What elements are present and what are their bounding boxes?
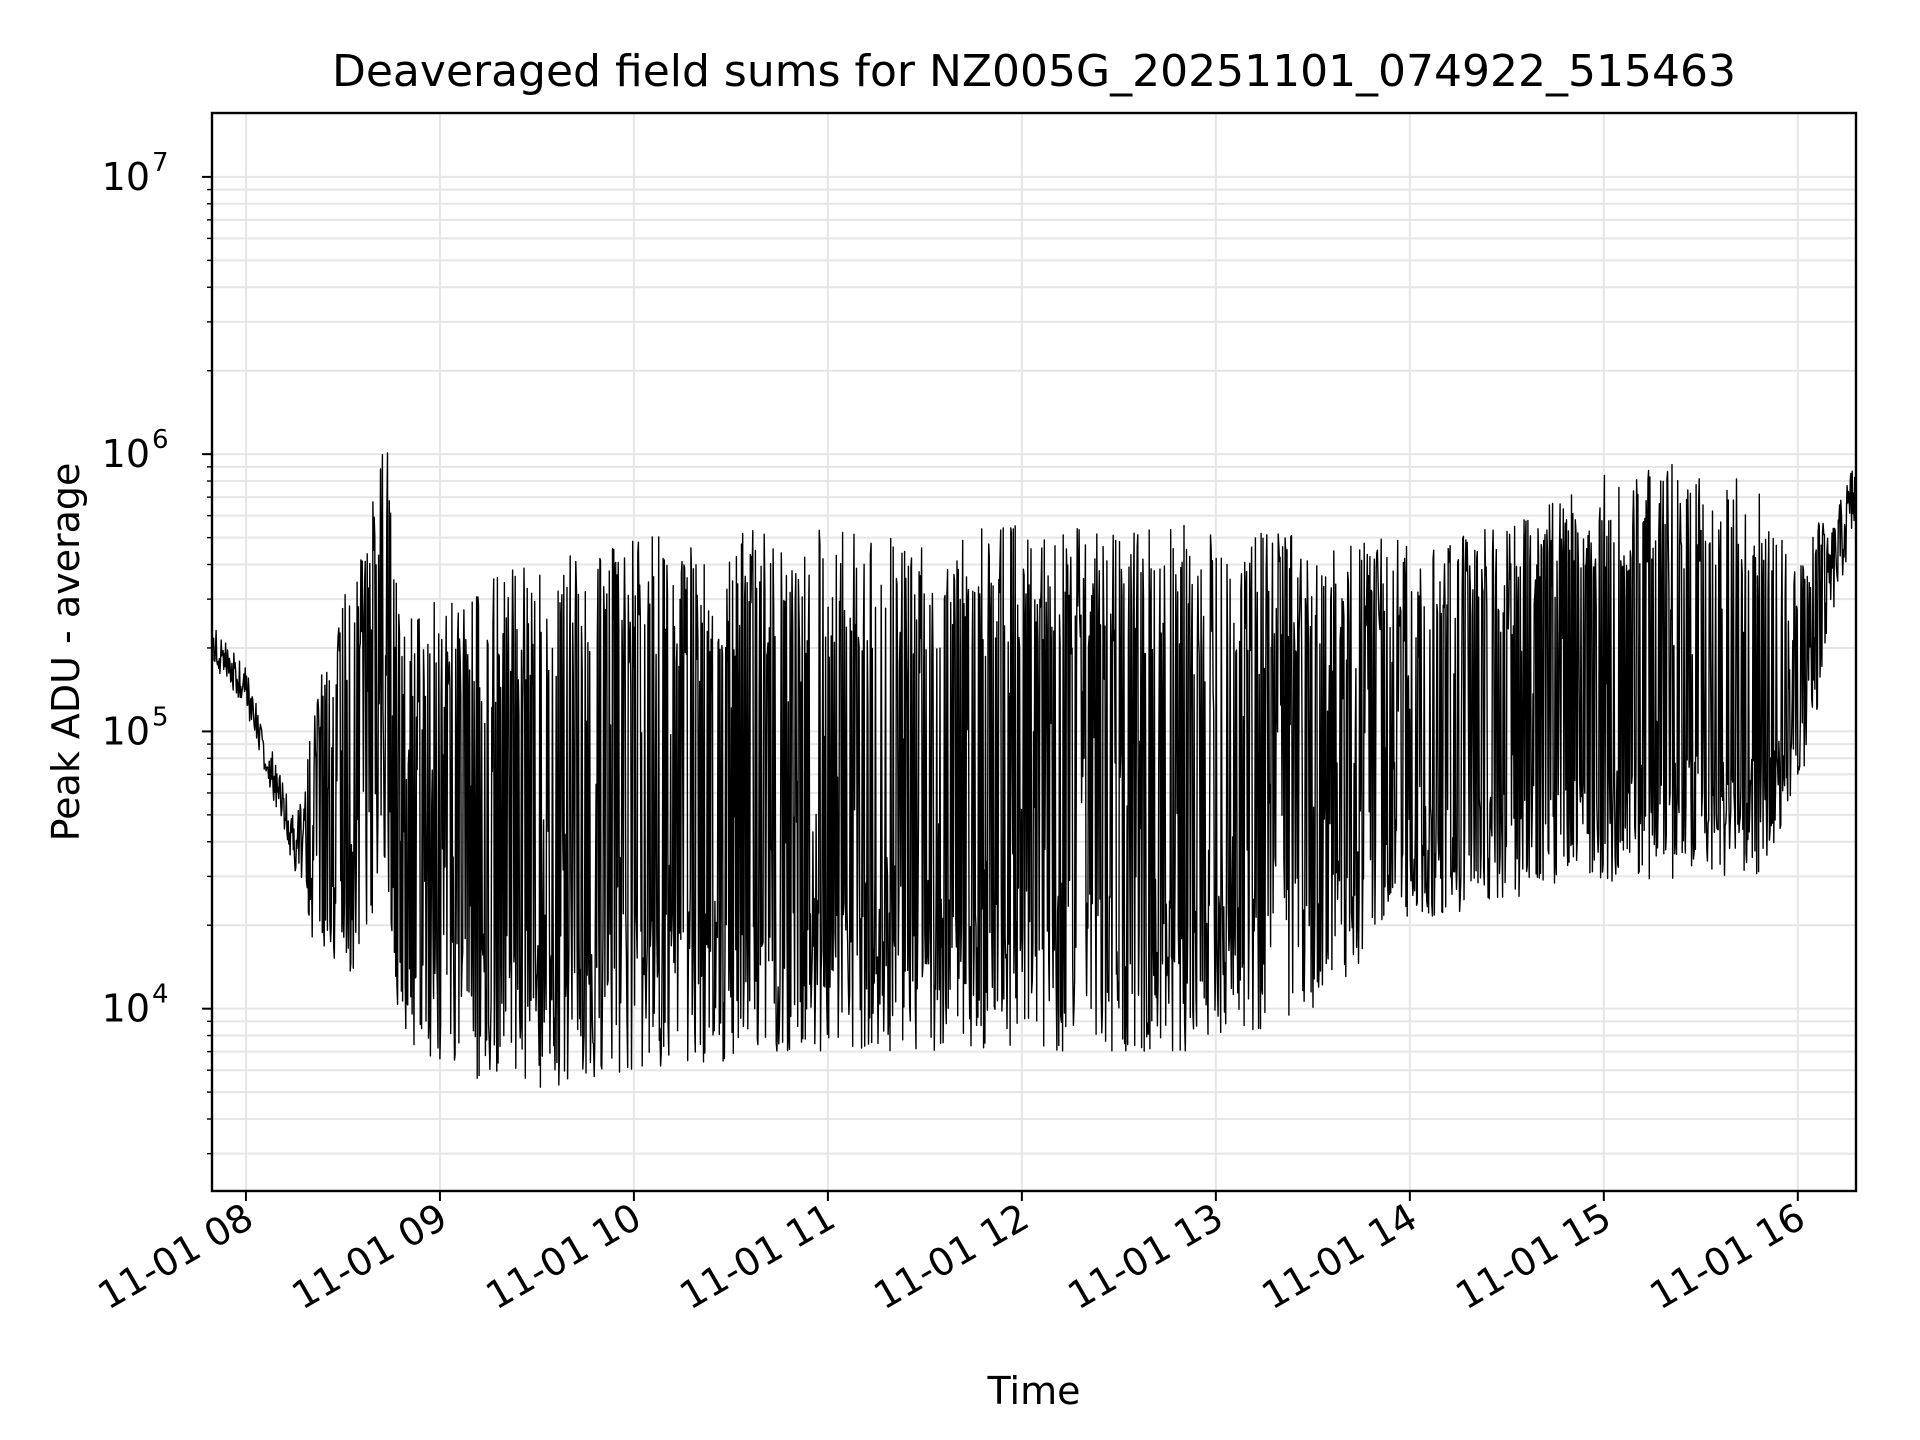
chart-title: Deaveraged field sums for NZ005G_2025110… — [332, 46, 1736, 97]
y-tick-base: 10 — [102, 432, 150, 476]
y-tick-base: 10 — [102, 987, 150, 1031]
data-layer — [212, 452, 1857, 1088]
y-tick-label: 10 7 — [102, 148, 169, 199]
y-tick-exponent: 4 — [152, 980, 169, 1010]
y-tick-label: 10 6 — [102, 425, 169, 476]
x-axis-label: Time — [987, 1369, 1081, 1413]
series-line — [212, 452, 1857, 1088]
y-tick-base: 10 — [102, 155, 150, 199]
y-tick-label: 10 5 — [102, 702, 169, 753]
y-tick-base: 10 — [102, 709, 150, 753]
y-tick-exponent: 5 — [152, 702, 169, 732]
plot-frame — [210, 111, 1858, 1193]
y-tick-label: 10 4 — [102, 980, 169, 1031]
y-tick-exponent: 7 — [152, 148, 169, 178]
y-tick-exponent: 6 — [152, 425, 169, 455]
y-axis-label: Peak ADU - average — [44, 463, 88, 842]
